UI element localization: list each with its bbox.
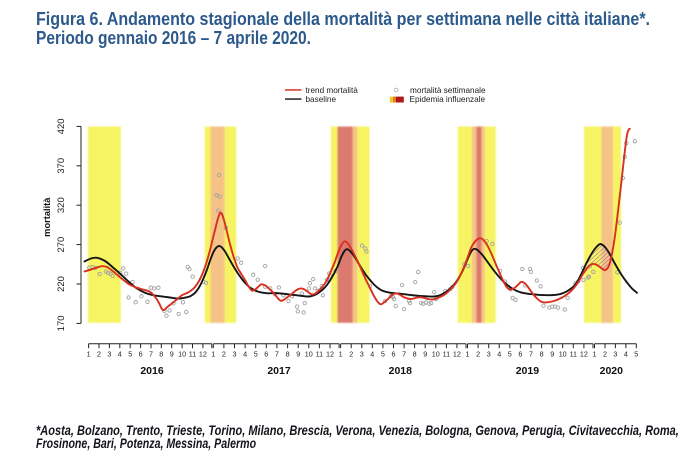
- svg-text:3: 3: [487, 350, 491, 359]
- svg-text:320: 320: [56, 197, 67, 213]
- svg-text:baseline: baseline: [306, 95, 337, 104]
- svg-text:420: 420: [56, 118, 67, 134]
- svg-text:9: 9: [170, 350, 174, 359]
- svg-text:5: 5: [254, 350, 258, 359]
- svg-text:7: 7: [402, 350, 406, 359]
- svg-text:4: 4: [370, 350, 374, 359]
- svg-text:3: 3: [233, 350, 237, 359]
- svg-text:6: 6: [518, 350, 522, 359]
- svg-text:12: 12: [326, 350, 334, 359]
- svg-text:Epidemia influenzale: Epidemia influenzale: [410, 95, 486, 104]
- svg-text:2017: 2017: [267, 365, 291, 377]
- svg-text:8: 8: [159, 350, 163, 359]
- svg-text:1: 1: [87, 350, 91, 359]
- svg-text:5: 5: [381, 350, 385, 359]
- svg-text:3: 3: [613, 350, 617, 359]
- svg-text:2016: 2016: [140, 365, 164, 377]
- svg-text:2019: 2019: [516, 365, 540, 377]
- svg-text:2: 2: [603, 350, 607, 359]
- svg-text:9: 9: [423, 350, 427, 359]
- svg-text:4: 4: [243, 350, 247, 359]
- svg-text:12: 12: [453, 350, 461, 359]
- svg-text:mortalità: mortalità: [42, 197, 52, 237]
- svg-text:1: 1: [593, 350, 597, 359]
- svg-text:7: 7: [529, 350, 533, 359]
- svg-text:2: 2: [349, 350, 353, 359]
- svg-text:6: 6: [392, 350, 396, 359]
- svg-text:8: 8: [413, 350, 417, 359]
- svg-text:12: 12: [199, 350, 207, 359]
- svg-text:6: 6: [264, 350, 268, 359]
- svg-text:3: 3: [360, 350, 364, 359]
- svg-text:10: 10: [432, 350, 440, 359]
- svg-text:8: 8: [286, 350, 290, 359]
- svg-text:2020: 2020: [600, 365, 624, 377]
- svg-text:1: 1: [339, 350, 343, 359]
- svg-text:2: 2: [222, 350, 226, 359]
- svg-text:11: 11: [570, 350, 577, 359]
- svg-text:4: 4: [624, 350, 628, 359]
- svg-text:5: 5: [508, 350, 512, 359]
- svg-text:10: 10: [559, 350, 567, 359]
- svg-text:2: 2: [476, 350, 480, 359]
- svg-text:4: 4: [497, 350, 501, 359]
- svg-text:270: 270: [56, 237, 67, 253]
- svg-text:10: 10: [178, 350, 186, 359]
- svg-text:4: 4: [118, 350, 122, 359]
- svg-text:1: 1: [466, 350, 470, 359]
- svg-text:1: 1: [211, 350, 215, 359]
- svg-text:9: 9: [550, 350, 554, 359]
- svg-text:mortalità settimanale: mortalità settimanale: [410, 86, 486, 95]
- svg-text:5: 5: [634, 350, 638, 359]
- svg-text:170: 170: [56, 315, 67, 331]
- svg-text:11: 11: [189, 350, 196, 359]
- svg-text:8: 8: [540, 350, 544, 359]
- svg-text:370: 370: [56, 158, 67, 174]
- svg-text:6: 6: [139, 350, 143, 359]
- svg-text:11: 11: [316, 350, 323, 359]
- svg-text:2: 2: [97, 350, 101, 359]
- svg-text:220: 220: [56, 276, 67, 292]
- svg-text:3: 3: [107, 350, 111, 359]
- svg-text:10: 10: [305, 350, 313, 359]
- svg-text:11: 11: [443, 350, 450, 359]
- svg-text:7: 7: [149, 350, 153, 359]
- svg-text:7: 7: [275, 350, 279, 359]
- svg-text:9: 9: [296, 350, 300, 359]
- svg-text:12: 12: [580, 350, 588, 359]
- svg-text:2018: 2018: [389, 365, 413, 377]
- svg-text:trend mortalità: trend mortalità: [306, 86, 359, 95]
- svg-text:5: 5: [128, 350, 132, 359]
